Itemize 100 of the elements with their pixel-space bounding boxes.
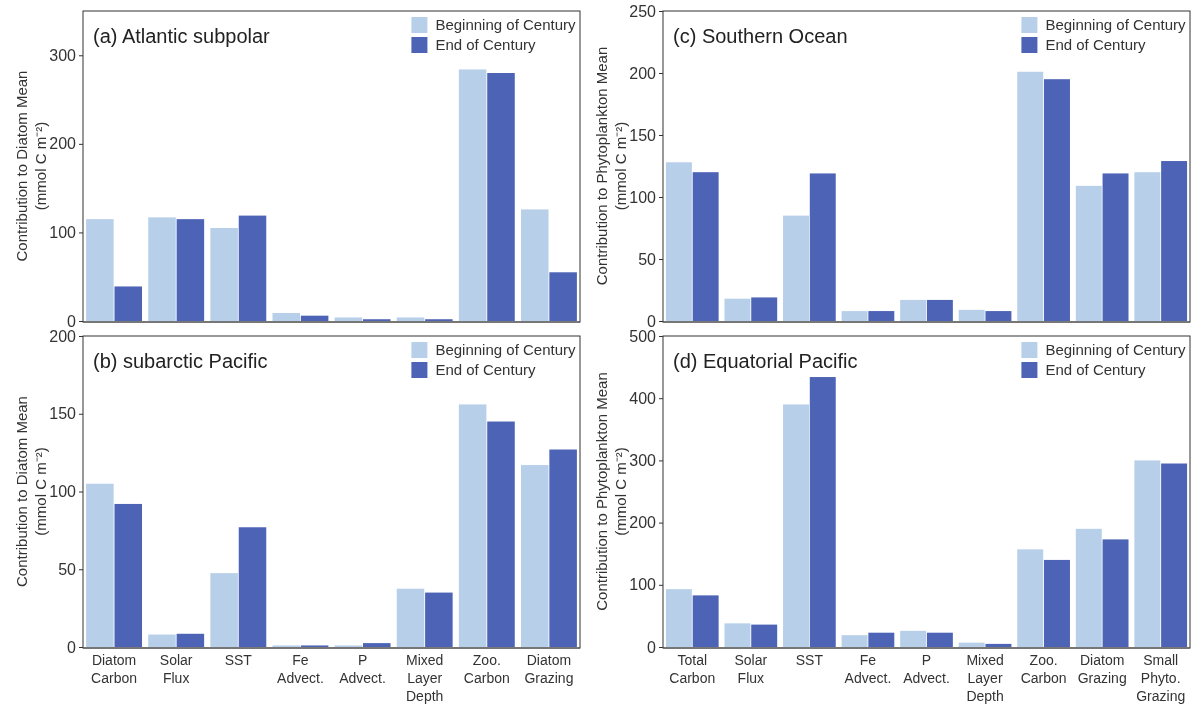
bar — [809, 173, 836, 321]
bar — [841, 635, 868, 647]
bar — [176, 633, 205, 647]
bar — [665, 162, 692, 321]
y-tick-label: 50 — [58, 560, 77, 578]
y-tick-label: 0 — [67, 638, 77, 656]
y-tick-label: 0 — [647, 312, 657, 330]
x-tick-label: Small Phyto. Grazing — [1136, 652, 1186, 704]
bar — [210, 573, 238, 647]
x-tick-label: Zoo. Carbon — [1020, 652, 1067, 686]
legend-label: Beginning of Century — [1045, 16, 1186, 33]
bar — [1161, 463, 1188, 647]
y-tick-label: 0 — [67, 312, 77, 330]
bar — [868, 632, 895, 647]
y-tick-label: 300 — [629, 452, 657, 470]
bar — [86, 219, 114, 321]
y-tick-label: 200 — [49, 327, 77, 345]
bar — [692, 172, 719, 321]
bar — [985, 311, 1012, 321]
y-tick-label: 200 — [629, 514, 657, 532]
y-tick-label: 300 — [49, 46, 77, 64]
bar — [692, 595, 719, 647]
legend-label: End of Century — [1045, 36, 1146, 53]
bar — [926, 632, 953, 647]
bar — [868, 311, 895, 321]
x-tick-label: Mixed Layer Depth — [966, 652, 1004, 704]
y-axis-title: Contribution to Phytoplankton Mean (mmol C m⁻²) — [593, 372, 629, 611]
y-tick-label: 200 — [629, 64, 657, 82]
x-tick-label: Diatom Grazing — [1077, 652, 1127, 686]
bar — [665, 589, 692, 647]
x-tick-label: Diatom Carbon — [91, 652, 138, 686]
bar — [114, 503, 143, 647]
x-tick-label: SST — [224, 652, 253, 668]
x-tick-label: Solar Flux — [734, 652, 768, 686]
bar — [1134, 172, 1161, 321]
bar — [272, 313, 301, 321]
bar — [751, 624, 778, 647]
bar — [458, 69, 487, 321]
y-tick-label: 500 — [629, 327, 657, 345]
bar — [549, 449, 577, 647]
y-tick-label: 100 — [49, 224, 77, 242]
y-tick-label: 150 — [49, 405, 77, 423]
y-axis-title: Contribution to Phytoplankton Mean (mmol C m⁻²) — [593, 46, 629, 286]
bar — [520, 465, 549, 647]
y-tick-label: 50 — [638, 250, 657, 268]
text: (c) Southern Ocean — [673, 25, 848, 47]
x-tick-label: SST — [795, 652, 824, 668]
bar — [114, 286, 143, 321]
x-tick-label: Fe Advect. — [844, 652, 892, 686]
bar — [425, 592, 453, 647]
bar — [334, 317, 363, 321]
bar — [520, 209, 549, 321]
bar — [958, 309, 985, 321]
bar — [148, 217, 176, 321]
x-tick-label: Fe Advect. — [277, 652, 324, 686]
x-tick-label: Diatom Grazing — [524, 652, 574, 686]
bar — [783, 215, 809, 321]
bar — [809, 377, 836, 647]
bar — [926, 299, 953, 321]
bar — [238, 527, 267, 647]
legend-label: Beginning of Century — [435, 341, 576, 358]
bar — [751, 297, 778, 321]
bar — [1075, 528, 1102, 647]
bar — [86, 483, 114, 647]
text: (d) Equatorial Pacific — [673, 350, 858, 372]
bar — [900, 299, 927, 321]
text: (a) Atlantic subpolar — [93, 25, 271, 47]
bar — [549, 272, 577, 321]
bar — [1044, 79, 1070, 321]
text: (b) subarctic Pacific — [93, 350, 268, 372]
bar — [724, 298, 751, 321]
legend-label: End of Century — [1045, 361, 1146, 378]
y-axis-title: Contribution to Diatom Mean (mmol C m⁻²) — [13, 70, 49, 262]
bar — [487, 73, 515, 321]
bar — [1102, 173, 1129, 321]
bar — [210, 228, 238, 321]
y-tick-label: 400 — [629, 389, 657, 407]
x-tick-label: Mixed Layer Depth — [406, 652, 444, 704]
bar — [148, 634, 176, 647]
legend-label: End of Century — [435, 361, 536, 378]
bar — [300, 315, 329, 321]
bar — [1134, 460, 1161, 647]
bar — [1102, 539, 1129, 647]
bar — [985, 643, 1012, 647]
y-tick-label: 150 — [629, 126, 657, 144]
x-tick-label: Zoo. Carbon — [463, 652, 510, 686]
bar — [458, 404, 487, 647]
bar — [724, 623, 751, 647]
y-tick-label: 200 — [49, 135, 77, 153]
bar — [396, 588, 425, 647]
x-tick-label: Solar Flux — [159, 652, 193, 686]
x-tick-label: Total Carbon — [669, 652, 716, 686]
bar — [396, 317, 425, 321]
legend-label: Beginning of Century — [435, 16, 576, 33]
bar — [1161, 161, 1188, 321]
legend-label: Beginning of Century — [1045, 341, 1186, 358]
y-tick-label: 100 — [49, 483, 77, 501]
bar — [783, 404, 809, 647]
bar — [1075, 185, 1102, 321]
bar — [900, 630, 927, 647]
